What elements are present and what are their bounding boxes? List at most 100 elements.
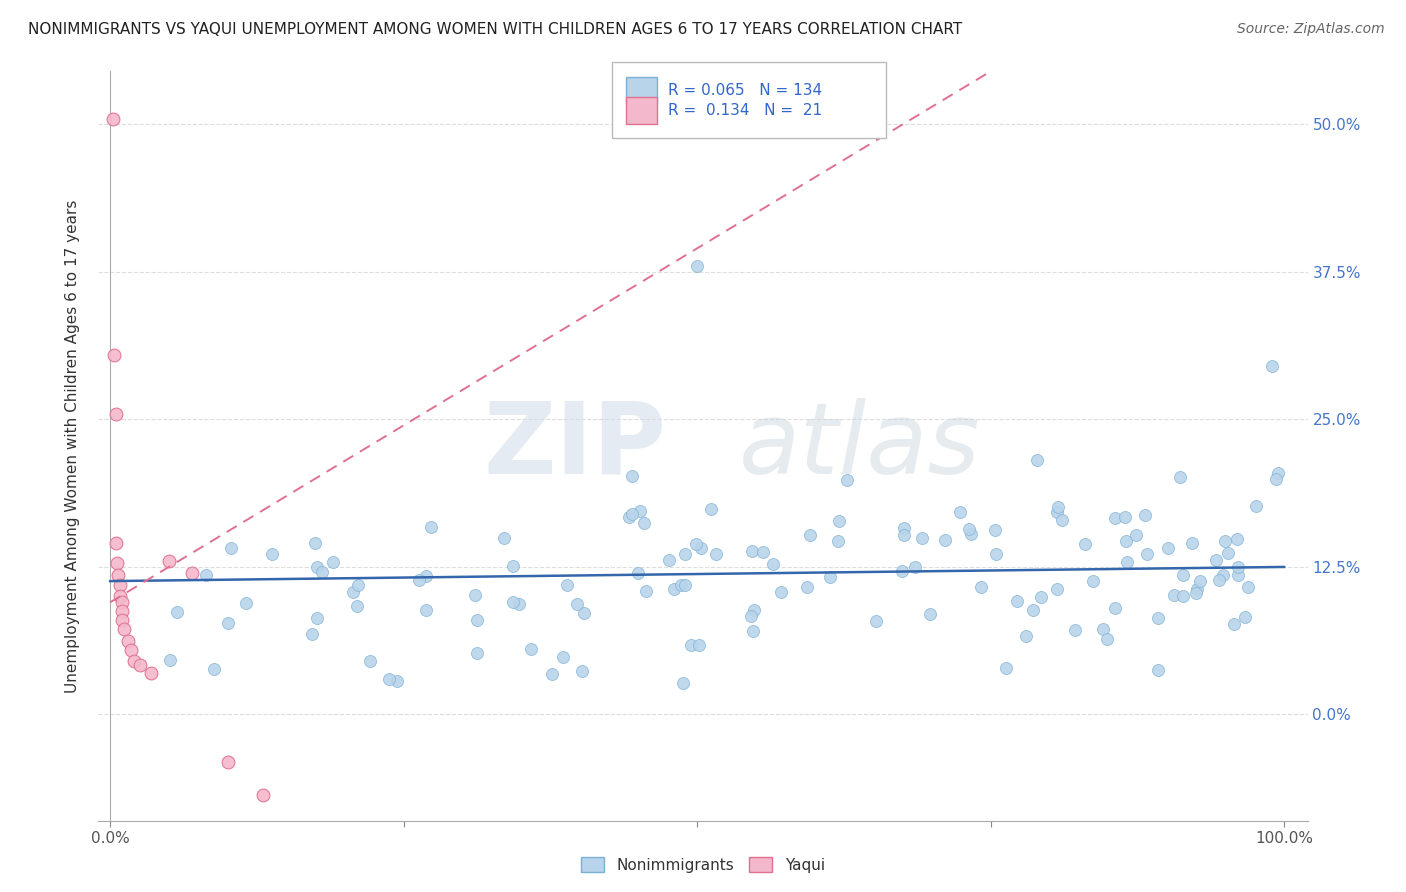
Nonimmigrants [1264, 472, 1286, 486]
Nonimmigrants [1046, 505, 1069, 519]
Nonimmigrants [1115, 533, 1137, 548]
Nonimmigrants [1031, 591, 1053, 605]
Nonimmigrants [1157, 541, 1180, 555]
Nonimmigrants [304, 536, 326, 550]
Nonimmigrants [1064, 623, 1087, 637]
Nonimmigrants [699, 502, 721, 516]
Nonimmigrants [986, 548, 1008, 562]
Yaqui [217, 755, 239, 769]
Nonimmigrants [1236, 580, 1258, 594]
Nonimmigrants [769, 585, 792, 599]
Nonimmigrants [1212, 567, 1234, 582]
Nonimmigrants [949, 505, 972, 519]
Nonimmigrants [1181, 536, 1204, 550]
Nonimmigrants [307, 560, 329, 574]
Yaqui [111, 613, 134, 627]
Nonimmigrants [827, 533, 849, 548]
Nonimmigrants [920, 607, 942, 622]
Nonimmigrants [1226, 532, 1249, 546]
Nonimmigrants [519, 641, 541, 656]
Nonimmigrants [1046, 582, 1069, 596]
Nonimmigrants [572, 606, 595, 620]
Nonimmigrants [322, 556, 344, 570]
Yaqui [157, 554, 180, 568]
Nonimmigrants [1261, 359, 1284, 374]
Nonimmigrants [555, 578, 578, 592]
Nonimmigrants [502, 559, 524, 574]
Nonimmigrants [865, 614, 887, 628]
Nonimmigrants [1213, 534, 1236, 549]
Nonimmigrants [420, 519, 443, 533]
Nonimmigrants [658, 553, 681, 567]
Nonimmigrants [891, 564, 914, 578]
Nonimmigrants [835, 473, 858, 487]
Nonimmigrants [799, 527, 821, 541]
Text: atlas: atlas [740, 398, 981, 494]
Nonimmigrants [1147, 611, 1170, 625]
Nonimmigrants [619, 509, 641, 524]
Nonimmigrants [1022, 603, 1045, 617]
Nonimmigrants [541, 667, 564, 681]
Yaqui [101, 112, 124, 126]
Nonimmigrants [1223, 617, 1246, 632]
Text: NONIMMIGRANTS VS YAQUI UNEMPLOYMENT AMONG WOMEN WITH CHILDREN AGES 6 TO 17 YEARS: NONIMMIGRANTS VS YAQUI UNEMPLOYMENT AMON… [28, 22, 962, 37]
Yaqui [120, 642, 142, 657]
Nonimmigrants [796, 580, 818, 594]
Nonimmigrants [762, 557, 785, 571]
Nonimmigrants [741, 624, 763, 638]
Nonimmigrants [1185, 582, 1208, 596]
Nonimmigrants [686, 259, 709, 273]
Nonimmigrants [305, 611, 328, 625]
Nonimmigrants [1125, 528, 1147, 542]
Nonimmigrants [685, 537, 707, 551]
Yaqui [111, 604, 134, 618]
Nonimmigrants [465, 614, 488, 628]
Nonimmigrants [910, 531, 932, 545]
Nonimmigrants [1208, 573, 1230, 587]
Nonimmigrants [690, 541, 713, 555]
Nonimmigrants [673, 547, 696, 561]
Nonimmigrants [1092, 622, 1115, 636]
Nonimmigrants [1234, 610, 1257, 624]
Text: ZIP: ZIP [484, 398, 666, 494]
Legend: Nonimmigrants, Yaqui: Nonimmigrants, Yaqui [574, 849, 832, 880]
Nonimmigrants [166, 605, 188, 619]
Nonimmigrants [827, 514, 849, 528]
Yaqui [108, 577, 131, 591]
Nonimmigrants [508, 597, 530, 611]
Nonimmigrants [628, 503, 651, 517]
Nonimmigrants [342, 585, 364, 599]
Nonimmigrants [1163, 589, 1185, 603]
Nonimmigrants [1227, 560, 1250, 574]
Nonimmigrants [1227, 568, 1250, 582]
Nonimmigrants [311, 566, 333, 580]
Nonimmigrants [565, 597, 588, 611]
Text: R = 0.065   N = 134: R = 0.065 N = 134 [668, 83, 823, 97]
Nonimmigrants [408, 573, 430, 587]
Yaqui [252, 788, 274, 802]
Nonimmigrants [1046, 500, 1069, 515]
Yaqui [105, 536, 128, 550]
Nonimmigrants [688, 638, 710, 652]
Nonimmigrants [669, 577, 692, 591]
Yaqui [128, 657, 150, 672]
Nonimmigrants [994, 660, 1017, 674]
Nonimmigrants [1097, 632, 1119, 647]
Nonimmigrants [741, 544, 763, 558]
Nonimmigrants [1205, 553, 1227, 567]
Nonimmigrants [1050, 513, 1073, 527]
Nonimmigrants [1104, 601, 1126, 615]
Nonimmigrants [740, 609, 762, 624]
Nonimmigrants [679, 638, 702, 652]
Nonimmigrants [502, 594, 524, 608]
Yaqui [108, 590, 131, 604]
Nonimmigrants [752, 545, 775, 559]
Nonimmigrants [492, 531, 515, 545]
Nonimmigrants [1015, 629, 1038, 643]
Nonimmigrants [673, 577, 696, 591]
Nonimmigrants [260, 547, 283, 561]
Nonimmigrants [620, 508, 643, 522]
Nonimmigrants [1135, 508, 1157, 522]
Nonimmigrants [465, 646, 488, 660]
Nonimmigrants [970, 580, 993, 594]
